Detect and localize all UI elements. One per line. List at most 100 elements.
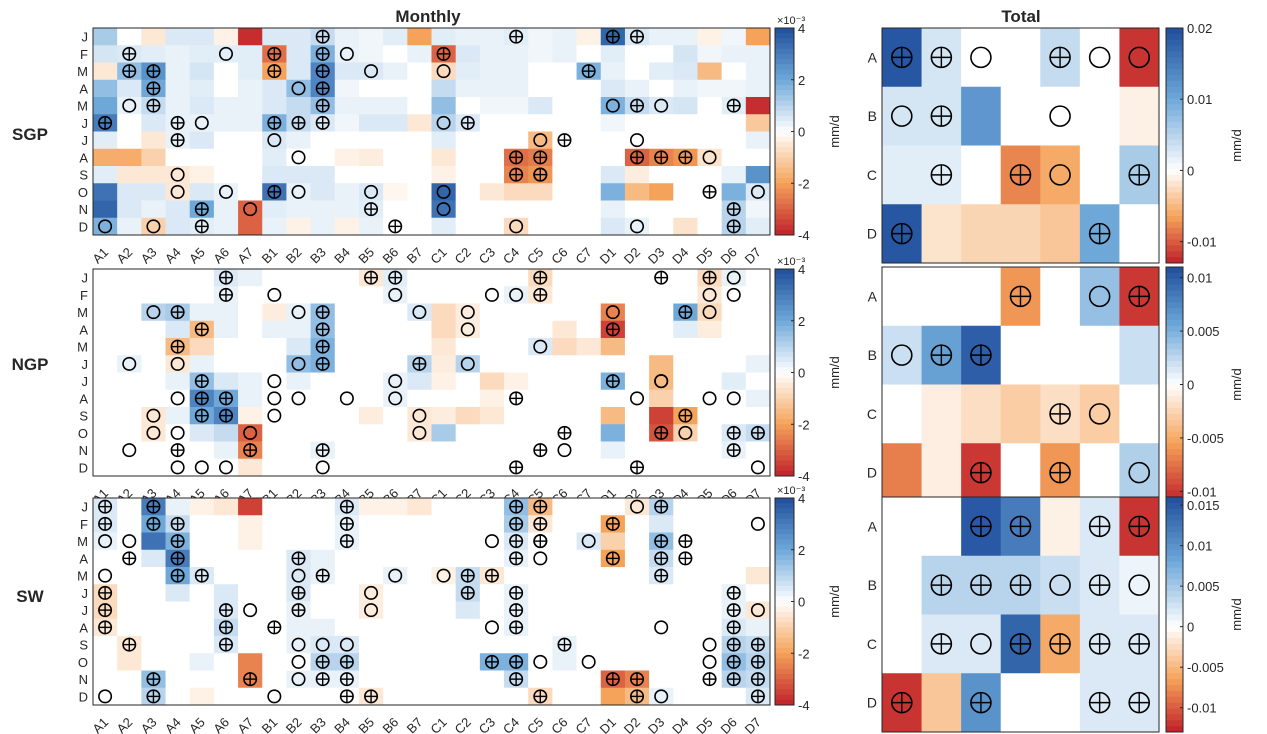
ngp-monthly-cell [165, 458, 191, 477]
ngp-monthly-cell [552, 441, 577, 460]
sw-monthly-cell [189, 601, 215, 620]
ngp-monthly-cell [431, 303, 457, 322]
sw-monthly-cell [552, 653, 577, 671]
ngp-monthly-cell [383, 441, 408, 460]
sgp-monthly-colorbar-band [775, 193, 794, 200]
sw-monthly-cell [334, 636, 360, 654]
ngp-total-cell [1000, 443, 1041, 503]
sgp-monthly-cell [697, 28, 723, 46]
sw-monthly-cell [238, 532, 263, 551]
ngp-monthly-ytick: N [79, 443, 88, 458]
ngp-monthly-cell [213, 458, 239, 477]
sgp-monthly-cell [262, 148, 287, 167]
sw-monthly-cell [624, 618, 650, 637]
sgp-monthly-xtick: C4 [500, 245, 522, 267]
sgp-monthly-cell [455, 183, 481, 201]
sw-monthly-cell [479, 687, 505, 706]
sw-monthly-cell [358, 636, 384, 654]
sgp-monthly-cell [141, 45, 166, 63]
sgp-monthly-circle-marker [170, 167, 185, 182]
sw-monthly-cell [600, 618, 626, 637]
ngp-monthly-circle-marker [702, 391, 717, 406]
sw-monthly-cell [431, 687, 457, 706]
sgp-monthly-cell [649, 131, 674, 150]
sgp-monthly-cell [165, 45, 191, 63]
ngp-monthly-cell [600, 407, 626, 425]
sw-monthly-cell [407, 618, 432, 637]
ngp-monthly-cell [334, 320, 360, 339]
ngp-monthly-plus-marker [194, 322, 209, 337]
ngp-monthly-colorbar-band [775, 424, 794, 430]
ngp-total-colorbar-band [1166, 378, 1183, 385]
ngp-monthly-cell [310, 269, 336, 287]
ngp-monthly-cell [213, 424, 239, 442]
sw-monthly-circle-marker [291, 637, 306, 652]
sgp-monthly-cell [624, 79, 650, 98]
ngp-monthly-colorbar-band [775, 320, 794, 327]
sgp-monthly-circle-marker [436, 202, 451, 217]
ngp-monthly-cell [383, 355, 408, 373]
sgp-monthly-cell [383, 131, 408, 150]
ngp-monthly-cell [238, 372, 263, 391]
sw-monthly-circle-marker [484, 534, 499, 549]
ngp-monthly-circle-marker [726, 391, 741, 406]
ngp-monthly-circle-marker-ring [412, 305, 427, 320]
sw-monthly-plus-marker [339, 672, 354, 687]
ngp-monthly-cell [431, 441, 457, 460]
ngp-monthly-circle-marker-ring [484, 287, 499, 302]
sw-monthly-cell [310, 601, 336, 620]
sgp-monthly-cell [407, 62, 432, 81]
sgp-monthly-xtick: D7 [742, 245, 764, 267]
sw-monthly-plus-marker [339, 654, 354, 669]
sw-monthly-circle-marker-ring [702, 654, 717, 669]
ngp-monthly-cell [93, 424, 118, 442]
sw-monthly-cell [479, 515, 505, 533]
sw-total-colorbar-label: -0.01 [1187, 701, 1217, 716]
sgp-monthly-cell [649, 166, 674, 184]
ngp-monthly-plus-marker [315, 305, 330, 320]
sw-monthly-cell [358, 515, 384, 533]
sgp-monthly-cell [479, 97, 505, 115]
sw-total-colorbar-band [1166, 532, 1183, 539]
ngp-monthly-colorbar-band [775, 367, 794, 373]
sgp-monthly-circle-marker-ring [291, 150, 306, 165]
sgp-monthly-plus-marker [267, 184, 282, 199]
sgp-monthly-cell [117, 79, 142, 98]
sw-total-cell [921, 673, 962, 733]
ngp-monthly-cell [745, 407, 771, 425]
sw-monthly-cell [165, 653, 191, 671]
ngp-monthly-cell [189, 458, 215, 477]
sgp-monthly-cell [189, 97, 215, 115]
sw-monthly-plus-marker [750, 672, 765, 687]
sw-total-unit-label: mm/d [1229, 598, 1244, 631]
ngp-monthly-circle-marker-ring [170, 425, 185, 440]
ngp-monthly-circle-marker-ring [702, 287, 717, 302]
ngp-monthly-cell [431, 458, 457, 477]
sw-monthly-cell [697, 653, 723, 671]
ngp-monthly-cell [407, 303, 432, 322]
sw-total-ytick: D [867, 695, 877, 711]
ngp-total-circle-marker-ring [890, 344, 913, 366]
sgp-monthly-cell [93, 166, 118, 184]
sgp-monthly-circle-marker [291, 150, 306, 165]
ngp-total-colorbar-band [1166, 425, 1183, 432]
sw-monthly-cell [504, 567, 529, 585]
ngp-monthly-circle-marker-ring [146, 305, 161, 320]
sw-monthly-cell [141, 584, 166, 602]
ngp-monthly-cell [721, 320, 747, 339]
ngp-monthly-circle-marker [291, 391, 306, 406]
ngp-monthly-cell [455, 458, 481, 477]
sgp-monthly-cell [576, 166, 602, 184]
sgp-monthly-cell [431, 131, 457, 150]
sgp-monthly-cell [552, 45, 577, 63]
sgp-monthly-cell [238, 166, 263, 184]
sgp-monthly-cell [697, 97, 723, 115]
sgp-monthly-plus-marker [678, 150, 693, 165]
sgp-monthly-cell [455, 166, 481, 184]
sw-monthly-cell [745, 601, 771, 620]
sgp-monthly-xtick: B2 [283, 245, 305, 267]
sgp-monthly-cell [334, 166, 360, 184]
ngp-monthly-colorbar-band [775, 450, 794, 456]
sgp-monthly-cell [238, 217, 263, 236]
ngp-monthly-plus-marker [726, 425, 741, 440]
